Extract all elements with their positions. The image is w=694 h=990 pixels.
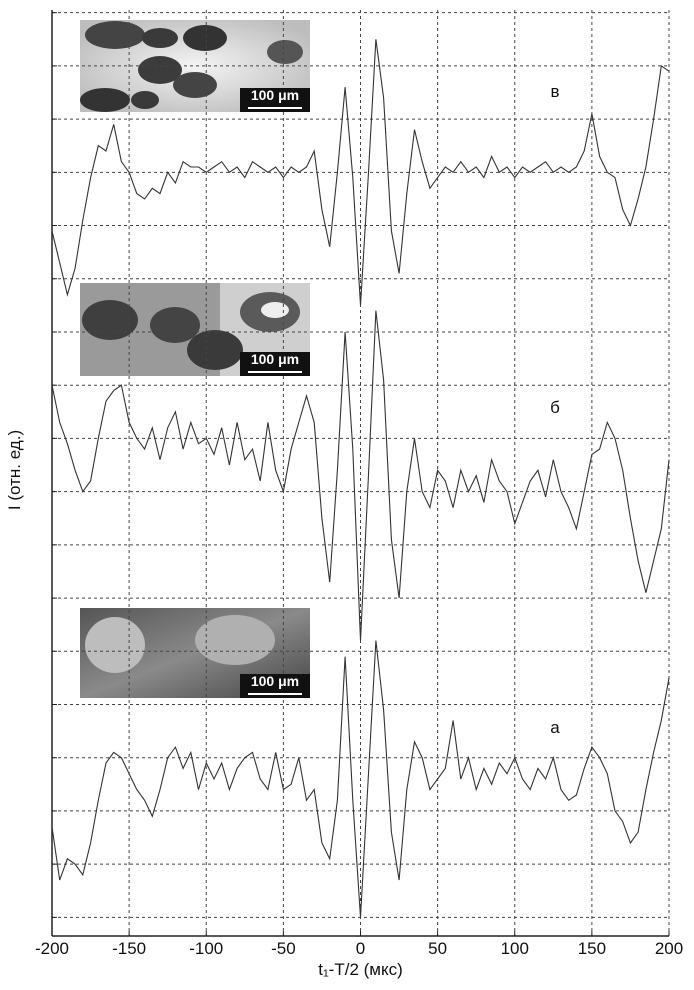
x-tick-label: 200	[655, 939, 683, 958]
x-tick-label: 0	[356, 939, 365, 958]
series-label: б	[550, 398, 560, 417]
x-tick-label: -200	[35, 939, 69, 958]
x-tick-label: 150	[578, 939, 606, 958]
x-tick-label: -150	[112, 939, 146, 958]
inset-photo	[80, 283, 310, 376]
inset-photo	[80, 20, 310, 112]
trace-line	[51, 39, 670, 306]
trace-line	[51, 640, 670, 918]
y-axis-label: I (отн. ед.)	[5, 430, 24, 510]
series-label: в	[550, 82, 559, 101]
x-axis-label: t₁-T/2 (мкс)	[318, 960, 403, 979]
x-tick-label: -100	[189, 939, 223, 958]
trace-line	[51, 310, 670, 641]
x-tick-label: 100	[501, 939, 529, 958]
scale-label: 100 μm	[251, 351, 299, 367]
series-label: а	[550, 718, 560, 737]
scale-label: 100 μm	[251, 87, 299, 103]
x-tick-label: 50	[428, 939, 447, 958]
x-tick-label: -50	[271, 939, 296, 958]
scale-label: 100 μm	[251, 673, 299, 689]
